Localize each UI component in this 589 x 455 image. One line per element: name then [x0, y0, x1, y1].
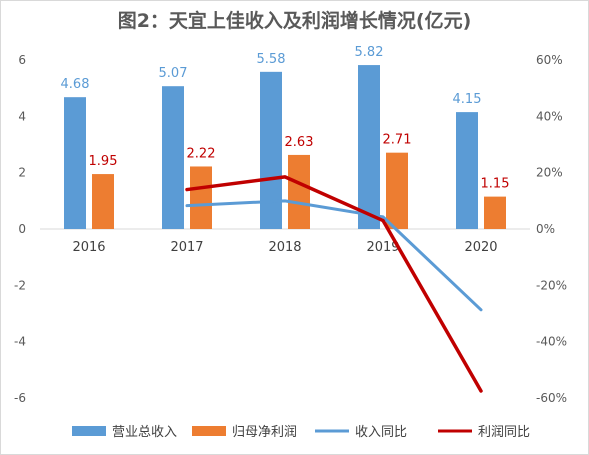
x-tick-label: 2017	[170, 240, 203, 255]
line-revenue-growth	[185, 199, 483, 312]
y-right-tick-label: -40%	[536, 335, 567, 349]
bar-net-profit	[386, 152, 408, 229]
bars	[64, 65, 506, 230]
legend-swatch	[192, 426, 226, 436]
bar-net-profit	[190, 166, 212, 229]
legend-label: 利润同比	[478, 425, 530, 440]
x-tick-label: 2018	[268, 240, 301, 255]
data-label-net-profit: 2.22	[187, 146, 216, 161]
x-tick-label: 2019	[366, 240, 399, 255]
bar-revenue	[162, 86, 184, 229]
y-left-tick-label: 6	[18, 53, 26, 67]
x-tick-label: 2020	[464, 240, 497, 255]
axes: 6 4 2 0 -2 -4 -6 60% 40% 20% 0% -20% -40% -60% 2016 201…	[14, 53, 567, 405]
data-label-revenue: 4.68	[61, 77, 90, 92]
data-label-revenue: 5.07	[159, 66, 188, 81]
data-label-revenue: 5.82	[355, 45, 384, 60]
data-label-revenue: 5.58	[257, 52, 286, 67]
line-profit-growth	[185, 175, 483, 393]
data-label-revenue: 4.15	[453, 92, 482, 107]
y-right-tick-label: 40%	[536, 109, 563, 123]
y-right-tick-label: 0%	[536, 222, 555, 236]
legend-label: 营业总收入	[112, 425, 177, 440]
bar-revenue	[456, 112, 478, 229]
chart-title: 图2：天宜上佳收入及利润增长情况(亿元)	[117, 10, 472, 32]
bar-revenue	[358, 65, 380, 229]
y-right-tick-label: 60%	[536, 53, 563, 67]
y-left-tick-label: -2	[14, 278, 26, 292]
data-label-net-profit: 2.71	[383, 133, 412, 148]
bar-revenue	[64, 97, 86, 230]
y-left-tick-label: 4	[18, 109, 26, 123]
y-right-tick-label: -60%	[536, 391, 567, 405]
data-label-net-profit: 1.95	[89, 154, 118, 169]
legend-label: 归母净利润	[232, 425, 297, 440]
lines	[185, 175, 483, 393]
legend: 营业总收入 归母净利润 收入同比 利润同比	[72, 425, 530, 440]
y-right-tick-label: -20%	[536, 278, 567, 292]
y-right-tick-label: 20%	[536, 166, 563, 180]
legend-swatch	[72, 426, 106, 436]
data-label-net-profit: 2.63	[285, 135, 314, 150]
bar-net-profit	[484, 196, 506, 229]
bar-net-profit	[288, 154, 310, 229]
x-tick-label: 2016	[72, 240, 105, 255]
y-left-tick-label: -6	[14, 391, 26, 405]
bar-revenue	[260, 71, 282, 229]
y-left-tick-label: 2	[18, 166, 26, 180]
legend-label: 收入同比	[355, 425, 407, 440]
data-label-net-profit: 1.15	[481, 177, 510, 192]
y-left-tick-label: -4	[14, 335, 26, 349]
bar-net-profit	[92, 174, 114, 229]
data-labels: 4.68 5.07 5.58 5.82 4.15 1.95 2.22 2.63 2.71 1.15	[61, 45, 510, 192]
y-left-tick-label: 0	[18, 222, 26, 236]
